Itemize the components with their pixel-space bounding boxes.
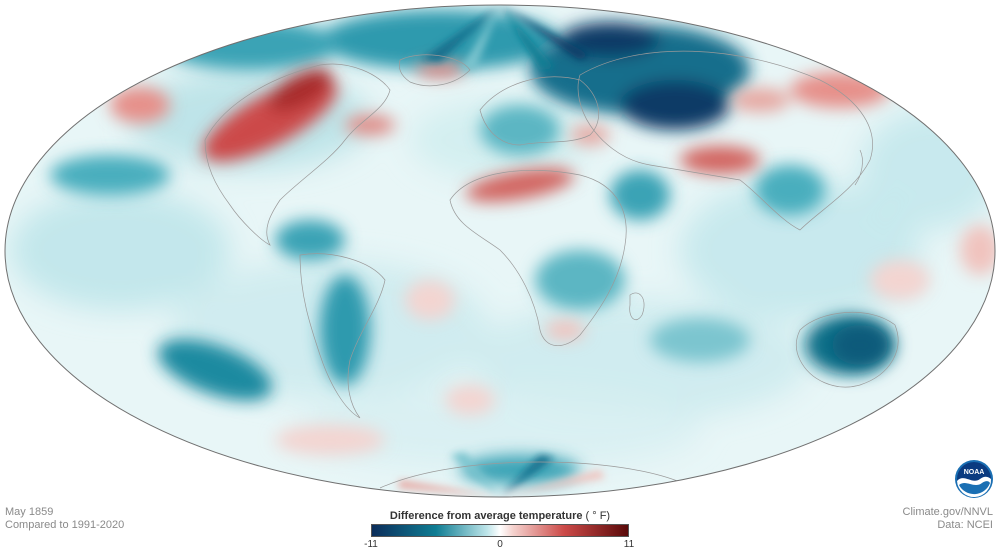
south-america-outline [299, 253, 386, 419]
legend-tick-zero: 0 [497, 539, 503, 550]
legend-title-text: Difference from average temperature [389, 510, 583, 522]
credit-site: Climate.gov/NNVL [902, 506, 993, 518]
caption-date: May 1859 [5, 506, 54, 518]
australia-outline [795, 311, 899, 388]
credits: Climate.gov/NNVL Data: NCEI [903, 506, 993, 532]
map-caption: May 1859 Compared to 1991-2020 [5, 506, 124, 532]
africa-outline [449, 169, 627, 346]
legend-color-bar [371, 524, 629, 537]
noaa-logo-text: NOAA [964, 469, 985, 476]
anomaly-map [4, 4, 996, 498]
legend-unit: ( ° F) [585, 510, 611, 522]
coastlines [204, 50, 899, 489]
greenland-outline [398, 54, 471, 87]
antarctica-outline [379, 461, 681, 489]
legend-title: Difference from average temperature ( ° … [371, 510, 629, 522]
anomaly-field [5, 5, 995, 497]
caption-baseline: Compared to 1991-2020 [5, 519, 125, 531]
japan-outline [854, 149, 863, 186]
north-america-outline [204, 63, 391, 246]
asia-outline [577, 50, 873, 231]
madagascar-outline [629, 292, 645, 321]
polar-streaks [398, 5, 605, 497]
map-outline [4, 4, 996, 498]
noaa-logo: NOAA [955, 460, 993, 498]
strong-cold-areas [530, 22, 888, 365]
europe-outline [479, 76, 599, 146]
credit-data: Data: NCEI [937, 519, 993, 531]
legend-tick-min: -11 [364, 539, 378, 550]
legend-tick-max: 11 [623, 539, 635, 550]
